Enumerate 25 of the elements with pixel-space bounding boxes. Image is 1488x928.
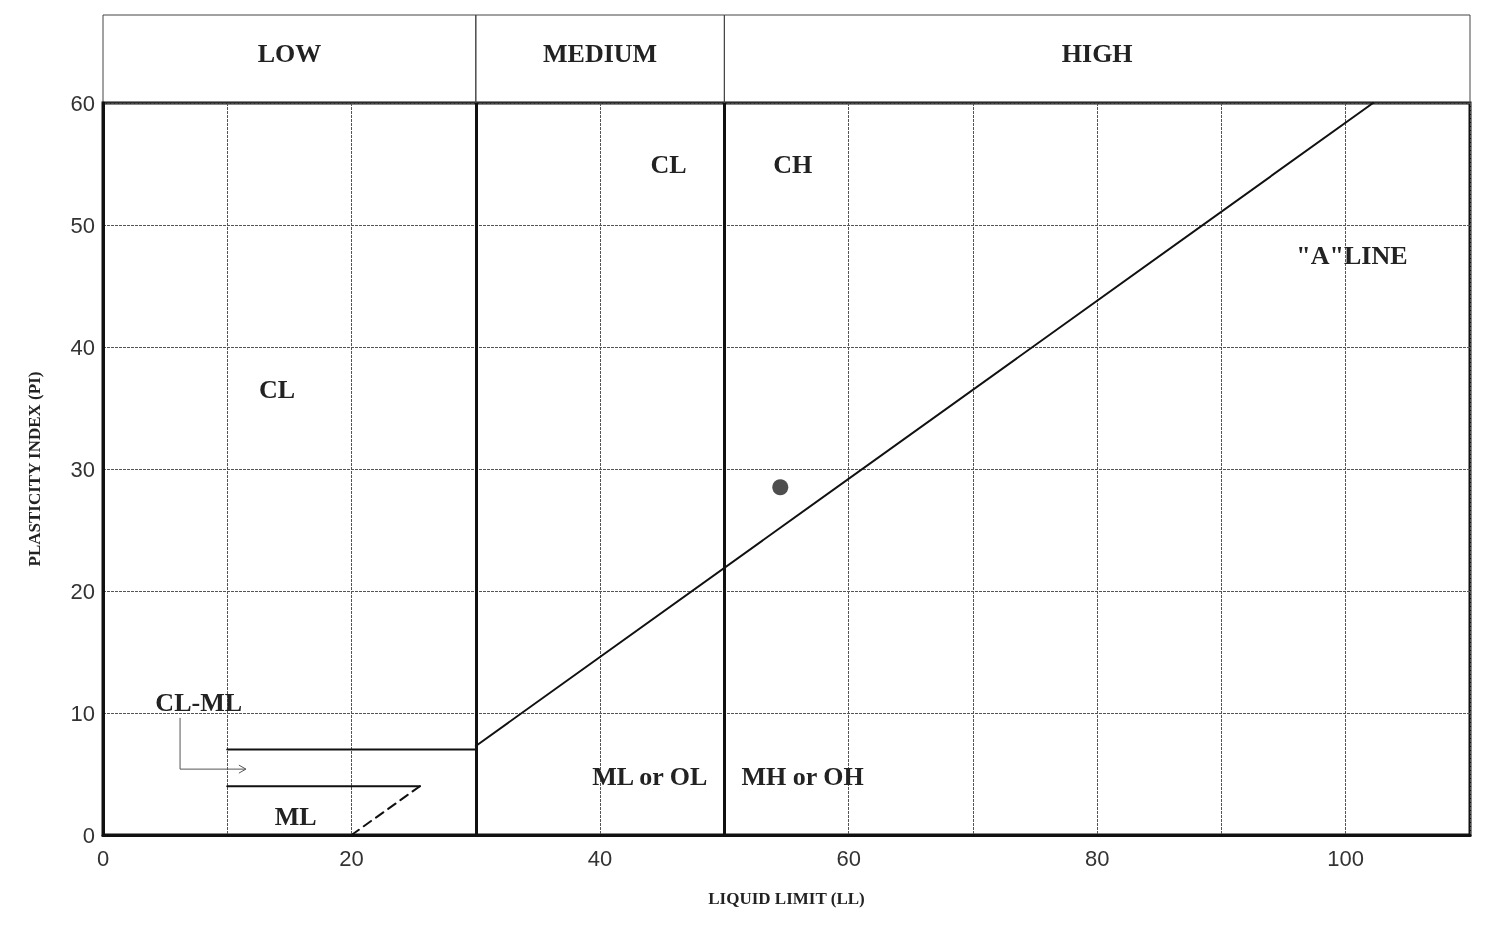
text: MEDIUM (543, 38, 658, 68)
y-tick-label: 0 (82, 822, 95, 848)
text: HIGH (1061, 38, 1133, 68)
annotation: CL (650, 149, 687, 179)
annotation: CL-ML (155, 687, 243, 717)
annotation: ML (274, 802, 317, 832)
x-tick-label: 20 (339, 845, 364, 871)
x-tick-label: 100 (1327, 845, 1365, 871)
annotation: CH (773, 149, 813, 179)
annotation: "A"LINE (1296, 241, 1408, 270)
y-tick-label: 10 (70, 700, 95, 726)
x-tick-label: 60 (836, 845, 861, 871)
y-tick-label: 20 (70, 578, 95, 604)
y-axis-title: PLASTICITY INDEX (PI) (25, 371, 44, 567)
annotation: MH or OH (741, 761, 864, 791)
y-tick-label: 40 (70, 334, 95, 360)
annotation: CL (258, 375, 296, 405)
x-tick-label: 80 (1084, 845, 1110, 871)
y-tick-label: 30 (70, 456, 95, 482)
y-tick-label: 50 (70, 212, 95, 238)
text: LOW (257, 38, 322, 68)
y-tick-label: 60 (70, 90, 95, 116)
x-tick-label: 40 (587, 845, 613, 871)
x-axis-title: LIQUID LIMIT (LL) (708, 889, 865, 908)
annotation: ML or OL (592, 761, 708, 791)
